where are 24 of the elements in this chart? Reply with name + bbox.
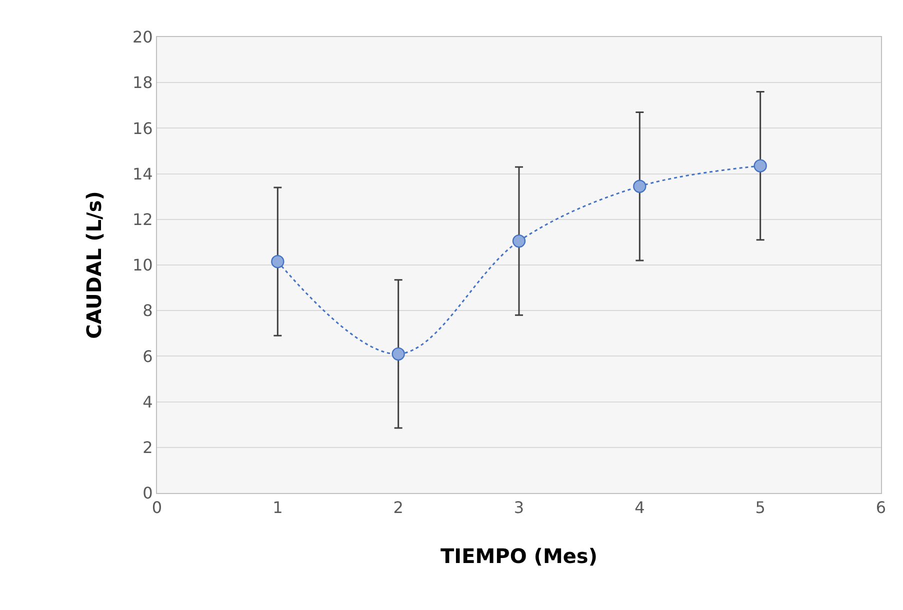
point [633,180,646,193]
y-tick-label: 20 [132,28,153,47]
y-tick-label: 12 [132,210,153,229]
point [512,234,526,248]
y-tick-label: 8 [142,301,153,320]
y-tick-label: 2 [142,438,153,457]
y-tick-label: 16 [132,118,153,138]
y-tick-label: 14 [132,164,153,184]
x-tick-label: 2 [393,498,404,518]
y-axis-title: CAUDAL (L/s) [82,191,106,339]
point [271,254,284,268]
x-tick-label: 3 [514,498,524,518]
x-tick-label: 4 [634,498,645,518]
x-tick-label: 1 [272,498,283,518]
y-tick-label: 6 [142,346,153,366]
point [754,159,767,172]
point [392,347,405,361]
x-axis-title: TIEMPO (Mes) [440,544,598,568]
x-tick-label: 5 [755,498,766,518]
y-tick-label: 18 [132,73,153,92]
y-tick-label: 0 [142,484,153,503]
y-tick-label: 10 [132,256,153,275]
x-tick-label: 6 [876,498,886,518]
y-tick-label: 4 [142,392,153,412]
